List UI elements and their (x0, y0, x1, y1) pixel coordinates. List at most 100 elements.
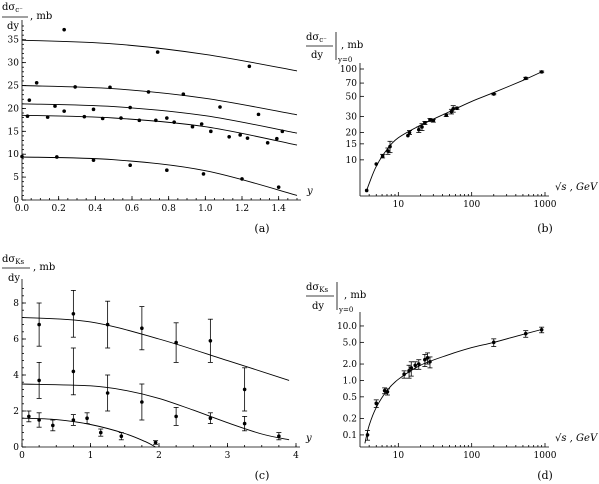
panel-b-caption: (b) (537, 222, 553, 235)
series-0-point (71, 312, 76, 316)
series-2-point (91, 107, 96, 112)
series-3-point (154, 118, 158, 123)
y-tick-label: 50 (346, 92, 358, 102)
data-point (539, 70, 544, 74)
panel-a-ylabel-den: dy (7, 21, 19, 32)
data-point (455, 106, 459, 111)
x-tick-label: 4 (293, 451, 299, 461)
x-tick-label: 0.4 (88, 204, 103, 214)
data-point (431, 118, 436, 123)
series-1-point (256, 112, 261, 117)
series-3-point (100, 116, 105, 121)
y-tick-label: 0.2 (343, 415, 357, 425)
series-1-point (108, 85, 112, 90)
y-tick-label: 15 (8, 127, 20, 137)
series-0-point (174, 340, 178, 345)
series-1-point (71, 369, 76, 374)
y-tick-label: 100 (340, 65, 357, 75)
panel-b-ylabel-den: dy (311, 50, 323, 61)
y-tick-label: 35 (8, 36, 20, 46)
series-2-point (275, 136, 279, 141)
series-0-curve (21, 39, 298, 72)
series-1-point (27, 98, 32, 102)
series-3-point (209, 129, 213, 134)
series-4-point (55, 155, 59, 159)
series-0-point (62, 27, 66, 32)
x-tick-label: 100 (463, 200, 480, 210)
data-point (423, 357, 427, 362)
x-tick-label: 3 (225, 451, 231, 461)
x-tick-label: 1 (88, 451, 94, 461)
y-tick-label: 6 (13, 335, 19, 345)
fit-curve (364, 329, 542, 444)
y-tick-label: 30 (346, 113, 358, 123)
data-point (423, 121, 427, 125)
data-point (413, 363, 418, 368)
series-3-point (190, 124, 195, 129)
panel-d: dσKs dy y=0 , mb (d) 10 100 1000 √s , GeV 0.… (306, 282, 599, 482)
panel-c-ylabel-unit: , mb (33, 262, 55, 273)
series-1-curve (21, 383, 290, 441)
y-tick-label: 10 (346, 156, 358, 166)
y-tick-label: 15 (346, 140, 358, 150)
series-1-point (73, 85, 77, 89)
series-3-point (227, 135, 231, 139)
series-3-point (137, 118, 142, 123)
series-2-point (98, 430, 103, 435)
series-0-point (155, 50, 160, 54)
panel-c-ylabel-num: dσKs (2, 254, 24, 266)
y-tick-label: 0.5 (343, 393, 358, 403)
series-4-point (201, 172, 206, 176)
y-tick-label: 20 (8, 104, 20, 114)
x-tick-label: 10 (393, 200, 405, 210)
y-tick-label: 5.0 (343, 338, 358, 348)
x-tick-label: 0.2 (52, 204, 66, 214)
series-2-point (165, 116, 169, 120)
series-1-point (34, 80, 39, 85)
series-3-point (265, 140, 270, 145)
series-0-point (140, 326, 144, 331)
data-point (402, 372, 406, 377)
series-4-point (276, 185, 281, 189)
x-tick-label: 0.0 (15, 204, 30, 214)
series-1-point (140, 400, 144, 404)
panel-d-ylabel-den: dy (312, 301, 324, 312)
y-tick-label: 2 (13, 407, 19, 417)
series-1-point (242, 421, 247, 426)
data-point (388, 144, 392, 149)
x-tick-label: 2 (156, 451, 162, 461)
series-3-point (62, 109, 66, 113)
series-1-point (181, 92, 186, 97)
x-axis-label: √s , GeV (555, 182, 599, 193)
data-point (444, 113, 449, 118)
data-point (416, 362, 421, 366)
x-tick-label: 0 (19, 451, 25, 461)
x-tick-label: 1.4 (272, 204, 287, 214)
data-point (382, 388, 387, 393)
data-point (420, 125, 424, 129)
panel-b-ylabel-unit: , mb (341, 40, 363, 51)
panel-a-caption: (a) (254, 222, 269, 235)
series-3-point (172, 120, 176, 124)
data-point (385, 389, 390, 394)
x-tick-label: 0.8 (162, 204, 177, 214)
series-2-point (128, 105, 132, 110)
series-4-point (20, 154, 24, 159)
series-1-point (174, 414, 178, 419)
y-tick-label: 0.1 (343, 431, 357, 441)
series-4-point (240, 177, 244, 181)
series-3-point (45, 115, 50, 119)
data-point (407, 130, 412, 135)
y-tick-label: 10 (8, 150, 20, 160)
data-point (386, 149, 390, 153)
series-3-point (119, 116, 123, 120)
series-2-point (119, 434, 124, 439)
panel-d-ylabel-eval: y=0 (338, 306, 353, 314)
series-3-curve (21, 114, 298, 146)
y-tick-label: 70 (346, 79, 358, 89)
series-1-point (242, 387, 247, 392)
series-2-point (153, 440, 158, 445)
series-1-point (277, 434, 281, 439)
